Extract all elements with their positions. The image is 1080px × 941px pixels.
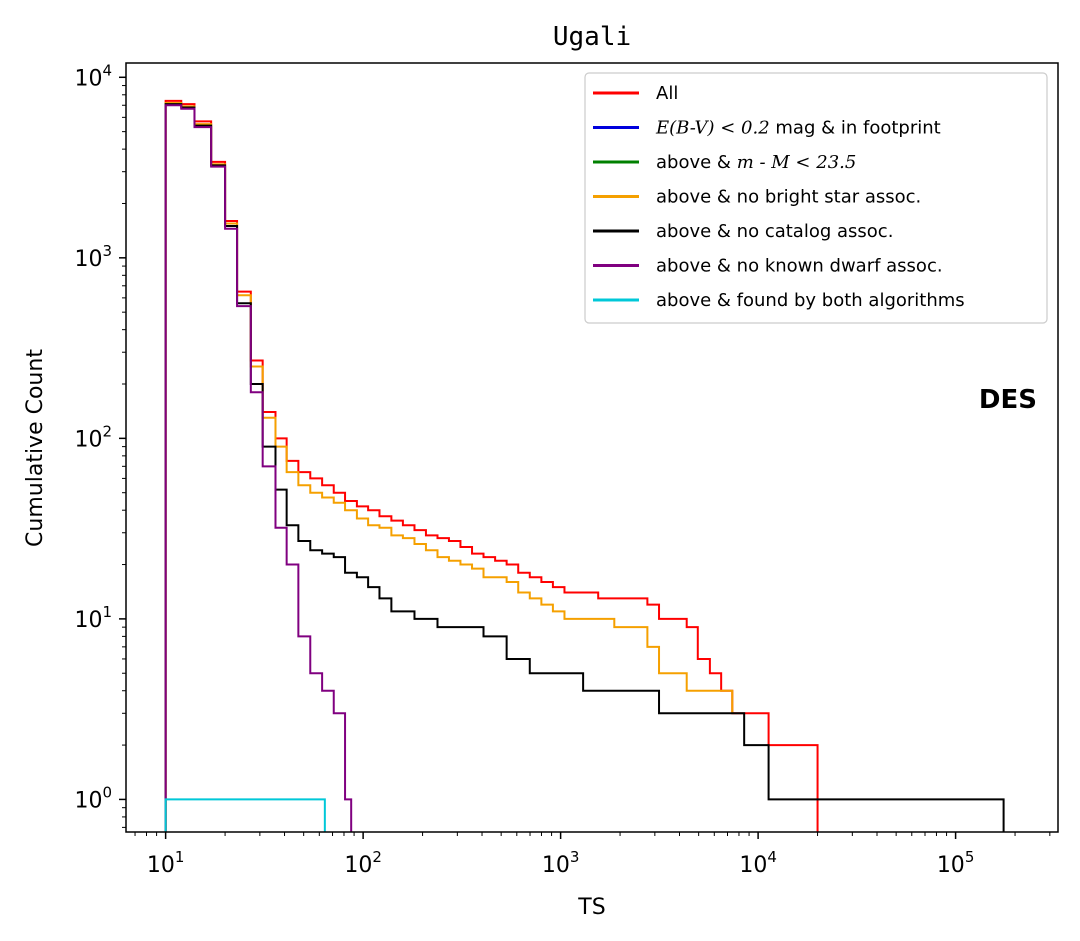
- x-tick-label: 102: [344, 848, 382, 878]
- legend-label-6: above & found by both algorithms: [656, 290, 965, 311]
- y-tick-label: 101: [74, 603, 112, 633]
- y-axis-label: Cumulative Count: [23, 349, 48, 547]
- x-tick-label: 101: [147, 848, 185, 878]
- x-axis: 101 102 103 104 105: [134, 832, 1051, 878]
- series-line-6: [164, 798, 326, 832]
- series-line-3: [164, 102, 734, 832]
- x-tick-label: 104: [739, 848, 777, 878]
- x-tick-label: 103: [542, 848, 580, 878]
- y-tick-label: 104: [74, 61, 112, 91]
- series-line-5: [164, 104, 353, 832]
- x-axis-label: TS: [577, 895, 605, 920]
- y-tick-label: 103: [74, 242, 112, 272]
- legend-label-4: above & no catalog assoc.: [656, 221, 893, 242]
- y-tick-label: 100: [74, 783, 112, 813]
- legend: All E(B-V) < 0.2 mag & in footprint above …: [584, 72, 1048, 324]
- y-axis: 100 101 102 103 104: [74, 61, 126, 828]
- legend-box: [584, 72, 1048, 324]
- plot-frame: [125, 62, 1059, 833]
- legend-label-1: E(B-V) < 0.2 mag & in footprint: [655, 118, 941, 139]
- legend-label-0: All: [656, 83, 678, 104]
- legend-label-2: above & m - M < 23.5: [656, 152, 856, 173]
- series-layer: [164, 99, 1005, 832]
- x-tick-label: 105: [937, 848, 975, 878]
- legend-label-5: above & no known dwarf assoc.: [656, 256, 943, 277]
- chart-title: Ugali: [553, 22, 631, 52]
- survey-annotation: DES: [979, 385, 1037, 415]
- legend-label-3: above & no bright star assoc.: [656, 187, 921, 208]
- series-line-0: [164, 99, 819, 832]
- y-tick-label: 102: [74, 422, 112, 452]
